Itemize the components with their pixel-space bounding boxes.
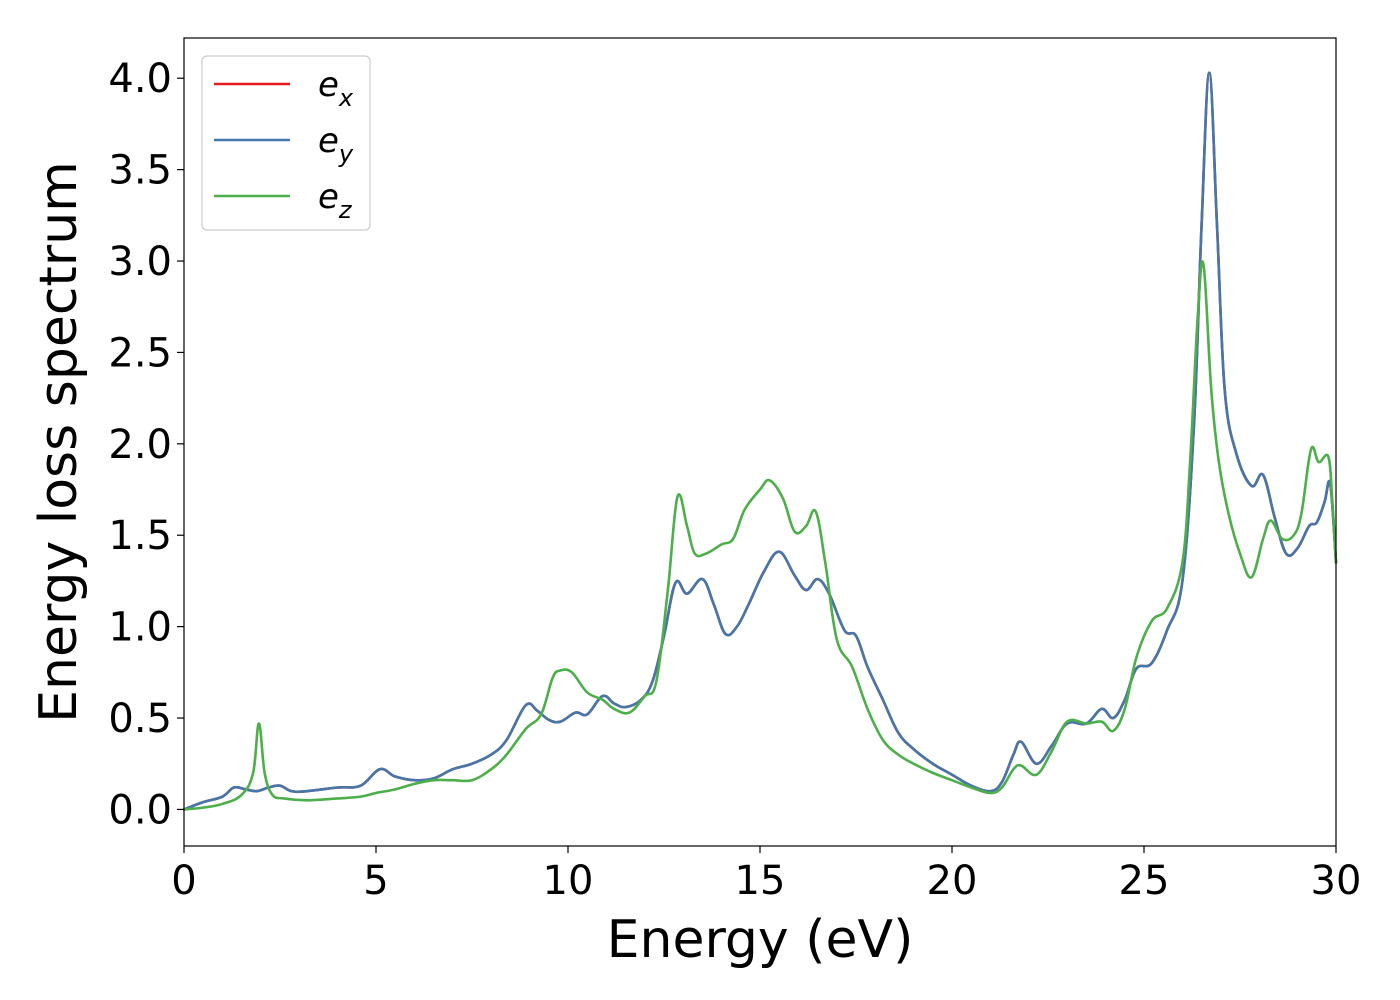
- legend-box: [201, 55, 371, 231]
- plot-background: [184, 38, 1336, 846]
- y-tick-label: 2.0: [108, 422, 172, 468]
- y-axis-label: Energy loss spectrum: [29, 161, 89, 723]
- y-axis-ticks: 0.0 0.5 1.0 1.5 2.0 2.5 3.0 3.5 4.0: [108, 56, 184, 833]
- y-tick-label: 1.5: [108, 513, 172, 559]
- x-axis-ticks: 0 5 10 15 20 25 30: [171, 846, 1361, 904]
- legend-label-e-y: ey: [318, 121, 354, 168]
- y-tick-label: 0.5: [108, 696, 172, 742]
- x-tick-label: 25: [1119, 858, 1170, 904]
- y-tick-label: 0.0: [108, 787, 172, 833]
- x-axis-label: Energy (eV): [607, 910, 914, 970]
- legend: ex ey ez: [201, 55, 371, 231]
- x-tick-label: 10: [543, 858, 594, 904]
- y-tick-label: 3.5: [108, 148, 172, 194]
- series-line-e-z: [182, 260, 1338, 811]
- x-tick-label: 30: [1311, 858, 1362, 904]
- legend-label-e-x: ex: [318, 65, 354, 112]
- x-tick-label: 20: [927, 858, 978, 904]
- series-layer: [182, 71, 1338, 811]
- series-line-e-y: [182, 71, 1338, 811]
- legend-label-e-z: ez: [318, 177, 353, 224]
- x-tick-label: 0: [171, 858, 196, 904]
- y-tick-label: 2.5: [108, 330, 172, 376]
- y-tick-label: 1.0: [108, 605, 172, 651]
- x-tick-label: 15: [735, 858, 786, 904]
- x-tick-label: 5: [363, 858, 388, 904]
- y-tick-label: 4.0: [108, 56, 172, 102]
- y-tick-label: 3.0: [108, 239, 172, 285]
